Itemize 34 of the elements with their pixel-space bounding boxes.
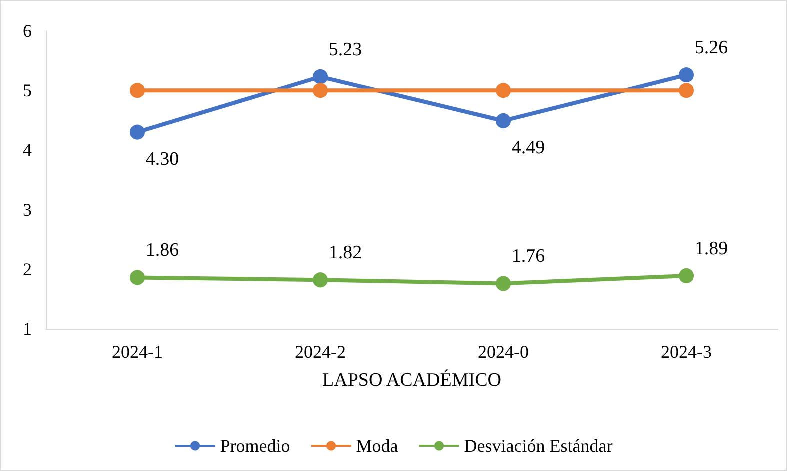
y-tick-label: 4: [23, 140, 32, 160]
point: [130, 83, 145, 98]
y-tick-label: 5: [23, 80, 32, 101]
x-tick-label: 2024-2: [295, 342, 346, 362]
data-label: 4.30: [146, 148, 180, 170]
x-tick-label: 2024-1: [112, 342, 163, 362]
x-tick-label: 2024-0: [478, 342, 529, 362]
legend-label: Promedio: [220, 436, 290, 456]
data-label: 1.82: [328, 242, 362, 264]
legend-label: Desviación Estándar: [464, 436, 613, 456]
point: [496, 114, 511, 128]
data-label: 1.89: [694, 238, 728, 260]
point: [130, 270, 145, 286]
point: [679, 268, 694, 284]
point: [313, 272, 328, 288]
x-axis-title: LAPSO ACADÉMICO: [322, 369, 502, 391]
data-label: 1.76: [512, 246, 546, 268]
y-tick-label: 2: [23, 259, 32, 280]
y-tick-label: 6: [23, 21, 32, 41]
point: [313, 69, 328, 84]
data-label: 5.23: [328, 39, 362, 60]
point: [496, 83, 511, 98]
data-label: 4.49: [512, 137, 546, 158]
data-label: 1.86: [146, 240, 180, 262]
x-tick-label: 2024-3: [661, 342, 712, 362]
y-tick-label: 3: [23, 200, 32, 220]
point: [679, 68, 694, 83]
y-tick-label: 1: [23, 319, 32, 339]
point: [313, 83, 328, 98]
point: [130, 124, 145, 140]
point: [679, 83, 694, 98]
data-label: 5.26: [694, 38, 728, 59]
legend-label: Moda: [356, 436, 398, 456]
point: [496, 276, 511, 292]
